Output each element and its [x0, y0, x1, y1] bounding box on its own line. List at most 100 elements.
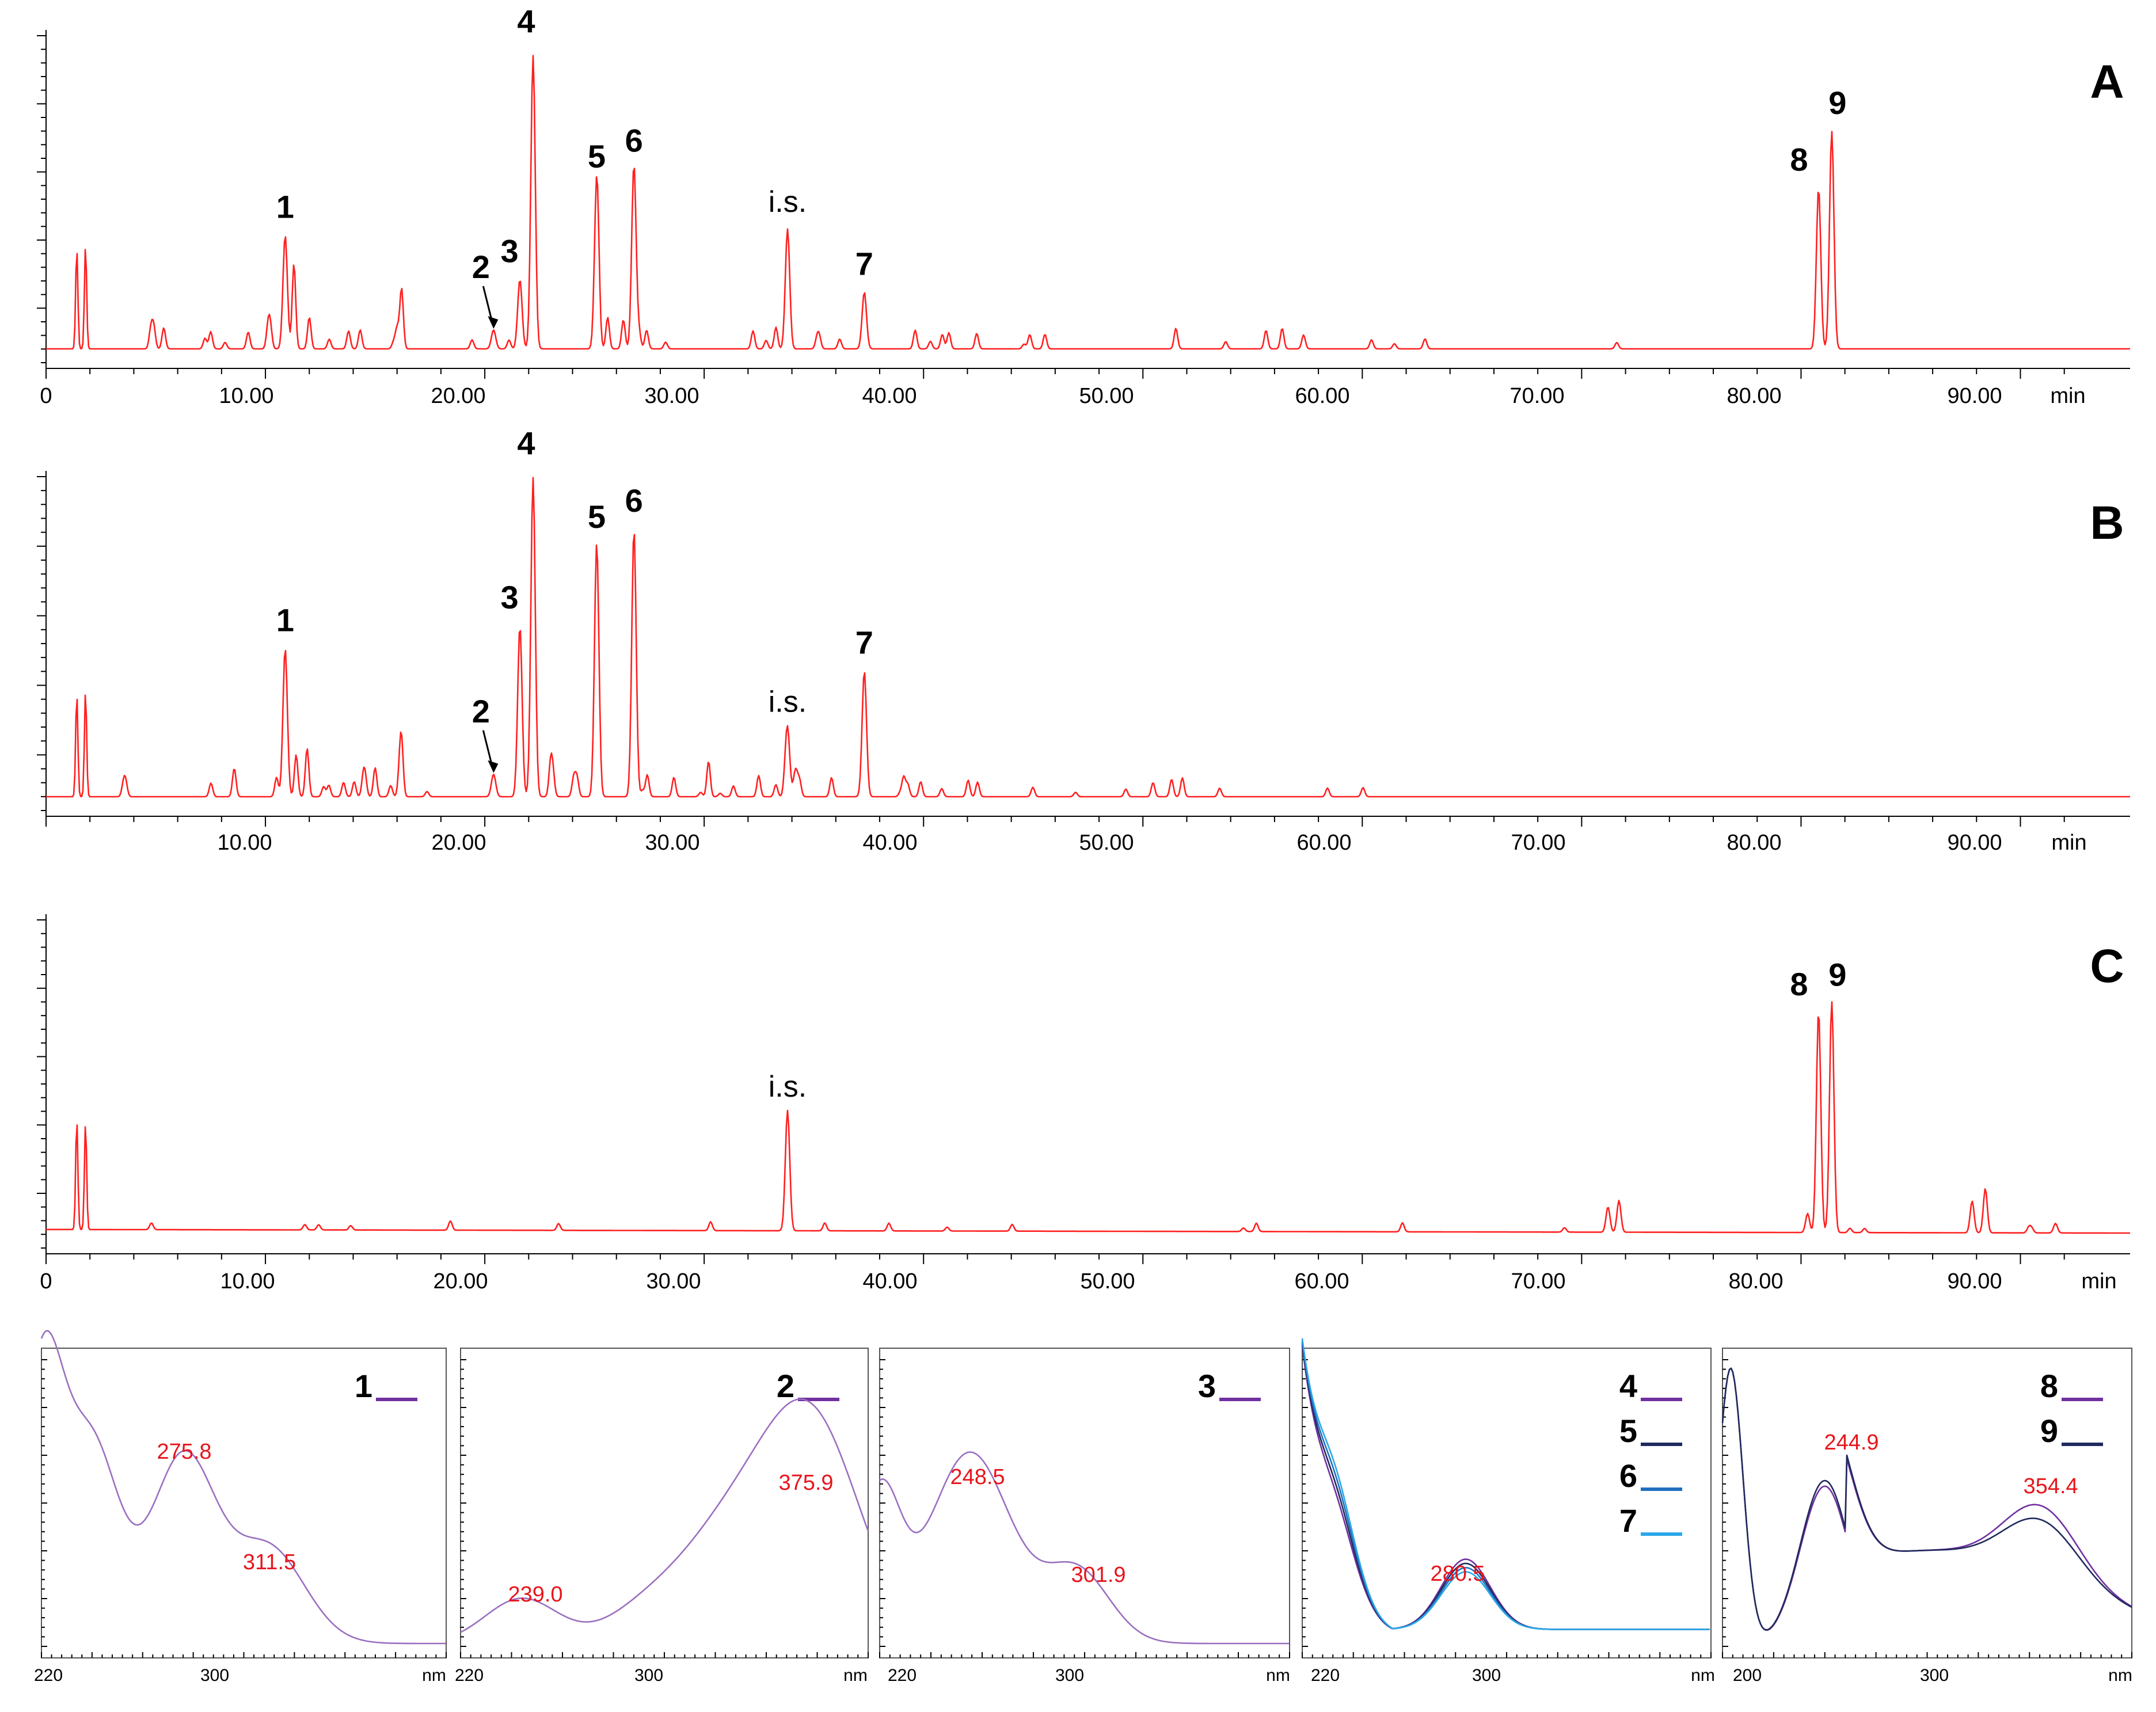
spectrum-unit-label: nm	[422, 1666, 446, 1685]
x-tick-label: 90.00	[1947, 1269, 2002, 1293]
arrow-shaft	[482, 730, 493, 768]
uv-spectrum-panel-5: 200 300 nm 8 9 244.9 354.4	[1721, 1348, 2132, 1685]
spectrum-unit-label: nm	[1691, 1666, 1715, 1685]
spectrum-curve	[40, 1330, 446, 1645]
legend-label-8: 8	[2040, 1368, 2058, 1404]
x-tick-label: 90.00	[1947, 384, 2002, 408]
x-tick-label: 40.00	[862, 831, 917, 855]
peak-label-7: 7	[855, 245, 873, 281]
peak-label-8: 8	[1790, 966, 1808, 1002]
spectrum-unit-label: nm	[2108, 1666, 2132, 1685]
spectrum-frame	[879, 1348, 1290, 1658]
legend-label-2: 2	[777, 1368, 794, 1404]
peak-label-7: 7	[855, 625, 873, 661]
arrow-shaft	[482, 286, 493, 324]
legend-label-9: 9	[2040, 1413, 2058, 1449]
peak-label-is: i.s.	[769, 685, 807, 718]
spectrum-curve-4	[1301, 1345, 1710, 1630]
lambda-max-label: 248.5	[950, 1465, 1005, 1489]
lambda-max-label: 239.0	[508, 1582, 562, 1607]
x-tick-label: 20.00	[433, 1269, 488, 1293]
x-tick-label: 30.00	[644, 384, 699, 408]
spectrum-x-tick-label: 220	[455, 1666, 484, 1685]
peak-label-8: 8	[1790, 142, 1808, 178]
x-tick-label: 0	[40, 1269, 52, 1293]
spectrum-curve	[460, 1398, 869, 1633]
lambda-max-label: 244.9	[1824, 1431, 1879, 1455]
chromatogram-panels: 0 10.00 20.00 30.00 40.00 50.00 60.00 70.00 80.0…	[37, 3, 2130, 1293]
panel-letter: B	[2090, 497, 2124, 549]
spectrum-frame	[41, 1348, 447, 1658]
x-tick-label: 60.00	[1296, 831, 1351, 855]
x-tick-label: 90.00	[1947, 831, 2002, 855]
panel-letter: C	[2090, 940, 2124, 992]
spectrum-curve-9	[1721, 1367, 2132, 1631]
peak-label-is: i.s.	[769, 185, 807, 219]
x-tick-label: 80.00	[1727, 384, 1781, 408]
peak-label-6: 6	[625, 123, 643, 159]
uv-spectrum-panel-1: 220 300 nm 1 275.8 311.5	[34, 1330, 447, 1685]
x-tick-label: 30.00	[645, 831, 699, 855]
peak-label-3: 3	[500, 579, 518, 615]
x-tick-label: 70.00	[1511, 1269, 1565, 1293]
uv-spectrum-panel-2: 220 300 nm 2 239.0 375.9	[455, 1348, 869, 1685]
chromatogram-trace	[46, 477, 2130, 798]
legend-label-3: 3	[1198, 1368, 1216, 1404]
arrow-head	[488, 316, 499, 329]
x-tick-label: 10.00	[219, 384, 273, 408]
spectrum-x-tick-label: 200	[1733, 1666, 1762, 1685]
peak-label-9: 9	[1828, 957, 1846, 993]
legend-label-1: 1	[355, 1368, 372, 1404]
peak-label-6: 6	[625, 482, 643, 519]
x-tick-label: 50.00	[1080, 1269, 1135, 1293]
uv-spectrum-panel-3: 220 300 nm 3 248.5 301.9	[879, 1348, 1290, 1685]
chromatogram-trace	[46, 55, 2130, 350]
panel-letter: A	[2090, 56, 2124, 108]
x-tick-label: 10.00	[217, 831, 272, 855]
arrow-head	[488, 760, 499, 773]
x-tick-label: 20.00	[431, 384, 485, 408]
spectrum-x-tick-label: 300	[1472, 1666, 1501, 1685]
x-tick-label: 60.00	[1294, 1269, 1349, 1293]
x-unit-label: min	[2081, 1269, 2116, 1293]
x-tick-label: 50.00	[1079, 384, 1134, 408]
x-tick-label: 50.00	[1079, 831, 1134, 855]
peak-label-1: 1	[276, 189, 294, 225]
legend-label-6: 6	[1619, 1458, 1637, 1494]
peak-label-2: 2	[472, 693, 490, 729]
peak-label-5: 5	[588, 499, 606, 535]
peak-label-is: i.s.	[769, 1070, 807, 1104]
legend-label-7: 7	[1619, 1502, 1637, 1539]
peak-label-4: 4	[517, 3, 535, 39]
chromatogram-panel-C: 0 10.00 20.00 30.00 40.00 50.00 60.00 70.00 80.0…	[37, 914, 2130, 1293]
legend-label-4: 4	[1619, 1368, 1637, 1404]
lambda-max-label: 375.9	[778, 1471, 833, 1495]
chromatogram-panel-A: 0 10.00 20.00 30.00 40.00 50.00 60.00 70.00 80.0…	[37, 3, 2130, 408]
spectrum-frame	[1722, 1348, 2132, 1658]
lambda-max-label: 311.5	[243, 1550, 296, 1574]
peak-label-4: 4	[517, 425, 535, 462]
x-unit-label: min	[2050, 384, 2085, 408]
x-tick-label: 40.00	[862, 1269, 917, 1293]
x-tick-label: 40.00	[862, 384, 917, 408]
lambda-max-label: 275.8	[157, 1440, 211, 1464]
spectrum-x-tick-label: 300	[1920, 1666, 1949, 1685]
x-tick-label: 70.00	[1509, 384, 1564, 408]
peak-label-2: 2	[472, 249, 490, 285]
lambda-max-label: 354.4	[2023, 1474, 2078, 1498]
peak-label-5: 5	[588, 138, 606, 174]
spectrum-unit-label: nm	[843, 1666, 868, 1685]
x-tick-label: 60.00	[1295, 384, 1349, 408]
chromatogram-panel-B: 10.00 20.00 30.00 40.00 50.00 60.00 70.00 80.00…	[37, 425, 2130, 855]
x-tick-label: 70.00	[1511, 831, 1565, 855]
spectrum-x-tick-label: 220	[1311, 1666, 1340, 1685]
spectrum-curve	[879, 1451, 1289, 1645]
chromatogram-trace	[46, 1001, 2130, 1234]
lambda-max-label: 280.5	[1430, 1562, 1485, 1586]
spectrum-x-tick-label: 300	[1055, 1666, 1084, 1685]
lambda-max-label: 301.9	[1071, 1563, 1125, 1587]
spectrum-frame	[460, 1348, 869, 1658]
spectrum-x-tick-label: 300	[200, 1666, 229, 1685]
